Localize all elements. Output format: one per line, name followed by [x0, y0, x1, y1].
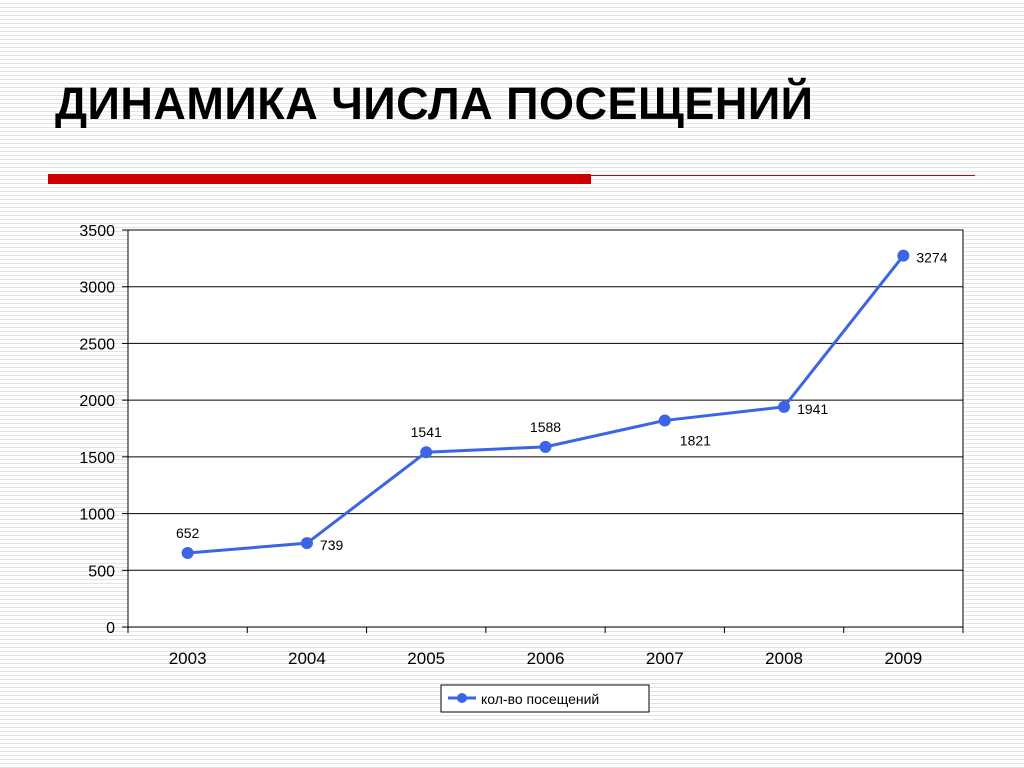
legend-label: кол-во посещений — [481, 691, 599, 707]
data-point — [897, 249, 910, 262]
y-tick-label: 2000 — [79, 393, 115, 410]
x-tick-label: 2009 — [884, 649, 922, 668]
data-point — [539, 440, 552, 453]
plot-area — [127, 229, 964, 628]
legend-swatch-marker — [457, 693, 467, 703]
data-label: 1541 — [411, 424, 442, 440]
x-tick-label: 2005 — [407, 649, 445, 668]
data-point — [181, 547, 194, 560]
data-label: 739 — [320, 537, 344, 553]
series-group: 652 739 1541 1588 1821 1941 3274 — [176, 249, 948, 560]
data-point — [778, 400, 791, 413]
y-axis-ticks: 0 500 1000 1500 2000 2500 3000 3500 — [79, 223, 128, 637]
y-tick-label: 500 — [88, 563, 115, 580]
x-tick-label: 2004 — [288, 649, 326, 668]
y-tick-label: 1500 — [79, 450, 115, 467]
data-label: 652 — [176, 525, 200, 541]
x-tick-label: 2007 — [646, 649, 684, 668]
slide-title: ДИНАМИКА ЧИСЛА ПОСЕЩЕНИЙ — [55, 78, 814, 129]
x-tick-label: 2008 — [765, 649, 803, 668]
data-label: 1941 — [797, 401, 828, 417]
y-tick-label: 0 — [106, 620, 115, 637]
gridlines — [128, 229, 963, 571]
y-tick-label: 1000 — [79, 507, 115, 524]
y-tick-label: 2500 — [79, 336, 115, 353]
data-point — [300, 537, 313, 550]
data-label: 3274 — [916, 250, 947, 266]
x-tick-label: 2003 — [169, 649, 207, 668]
x-axis-ticks: 2003 2004 2005 2006 2007 2008 2009 — [127, 627, 964, 668]
y-tick-label: 3000 — [79, 280, 115, 297]
x-tick-label: 2006 — [527, 649, 565, 668]
data-label: 1821 — [680, 432, 711, 448]
data-label: 1588 — [530, 419, 561, 435]
title-accent-bar — [48, 174, 591, 184]
title-accent-line — [591, 175, 975, 176]
legend: кол-во посещений — [440, 684, 650, 713]
data-point — [420, 446, 433, 459]
y-tick-label: 3500 — [79, 223, 115, 240]
data-point — [658, 414, 671, 427]
